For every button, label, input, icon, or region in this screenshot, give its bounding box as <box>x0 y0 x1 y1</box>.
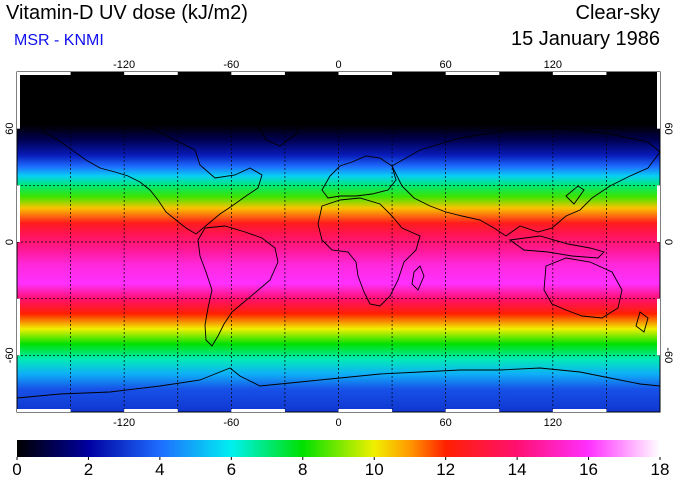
colorbar-ticks: 0 2 4 6 8 10 12 14 16 18 <box>12 457 669 479</box>
colorbar-tick-label: 2 <box>84 460 93 479</box>
colorbar-tick-label: 0 <box>12 460 21 479</box>
lon-tick-label-bottom: 60 <box>440 417 452 429</box>
sky-condition-label: Clear-sky <box>575 2 660 24</box>
lat-tick-label-right: 0 <box>662 239 674 245</box>
lon-axis-top: -120 -60 0 60 120 <box>113 59 562 71</box>
colorbar-tick-label: 12 <box>436 460 455 479</box>
coastline-antarctica <box>17 367 660 399</box>
colorbar-tick-label: 6 <box>227 460 236 479</box>
lat-tick-label-right: -60 <box>662 347 674 363</box>
colorbar-tick-label: 14 <box>508 460 527 479</box>
lat-tick-label-right: 60 <box>662 123 674 135</box>
lon-tick-label-top: 60 <box>440 59 452 71</box>
coastline-africa <box>317 197 421 307</box>
lat-tick-label-left: 60 <box>4 123 16 135</box>
coastline-south-america <box>197 225 279 347</box>
lon-tick-label-bottom: -120 <box>113 417 135 429</box>
lon-axis-bottom: -120 -60 0 60 120 <box>113 417 562 429</box>
coastline-europe <box>321 155 397 199</box>
lat-tick-label-left: 0 <box>4 239 16 245</box>
lat-axis-right: 60 0 -60 <box>662 123 674 364</box>
map-title: Vitamin-D UV dose (kJ/m2) <box>6 2 248 24</box>
coastlines <box>17 104 660 399</box>
map-plot-area <box>17 72 660 412</box>
frame-checker-border <box>17 72 660 412</box>
colorbar <box>17 440 660 457</box>
lon-tick-label-bottom: -60 <box>223 417 239 429</box>
coastline-japan <box>565 185 585 205</box>
lon-tick-label-bottom: 0 <box>335 417 341 429</box>
colorbar-tick-label: 10 <box>365 460 384 479</box>
coastline-greenland <box>254 107 306 147</box>
lon-tick-label-top: -60 <box>223 59 239 71</box>
graticule <box>17 72 660 412</box>
lat-axis-left: 60 0 -60 <box>4 123 16 364</box>
coastline-north-america <box>39 104 263 235</box>
lon-tick-label-top: 0 <box>335 59 341 71</box>
producer-label: MSR - KNMI <box>14 32 104 49</box>
colorbar-tick-label: 8 <box>298 460 307 479</box>
coastline-asia <box>391 127 660 237</box>
lon-tick-label-bottom: 120 <box>544 417 562 429</box>
lon-tick-label-top: -120 <box>113 59 135 71</box>
colorbar-tick-label: 18 <box>651 460 670 479</box>
colorbar-tick-label: 4 <box>155 460 164 479</box>
coastline-madagascar <box>411 265 425 291</box>
coastline-australia <box>543 257 623 319</box>
date-label: 15 January 1986 <box>510 28 660 50</box>
lat-tick-label-left: -60 <box>4 347 16 363</box>
colorbar-tick-label: 16 <box>579 460 598 479</box>
coastline-new-zealand <box>635 311 649 333</box>
coastline-indonesia <box>508 235 605 259</box>
lon-tick-label-top: 120 <box>544 59 562 71</box>
